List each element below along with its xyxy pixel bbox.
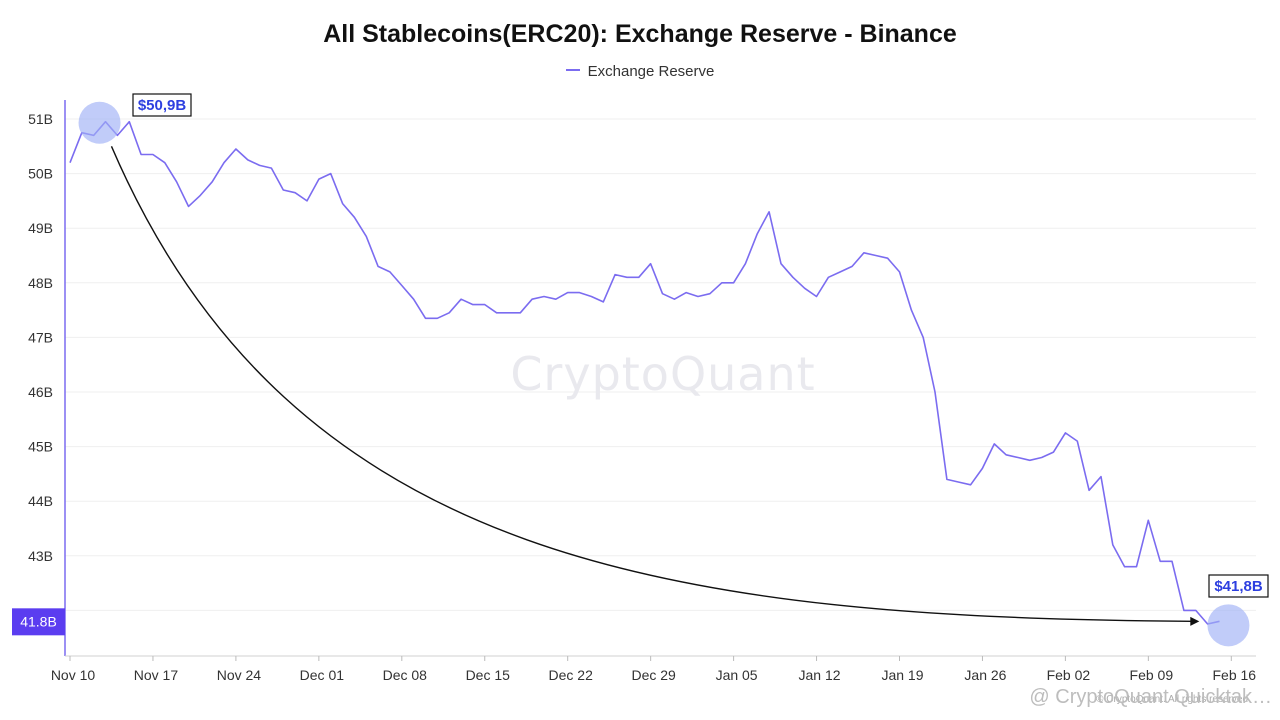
x-tick-label: Jan 19 (881, 667, 923, 683)
x-tick-label: Dec 08 (383, 667, 428, 683)
annotation-arrow (110, 146, 1200, 626)
x-tick-label: Dec 15 (466, 667, 511, 683)
arrow-head (1190, 616, 1200, 626)
x-tick-label: Dec 22 (549, 667, 594, 683)
callout-label: $50,9B (138, 97, 187, 114)
current-value-box (12, 608, 65, 636)
x-tick-label: Nov 24 (217, 667, 262, 683)
x-tick-label: Feb 09 (1130, 667, 1174, 683)
callout-box (1208, 574, 1269, 598)
highlight-circle (78, 101, 121, 144)
legend[interactable]: Exchange Reserve (0, 63, 1280, 80)
callouts: $50,9B $41,8B (78, 93, 1269, 647)
x-tick-label: Dec 01 (300, 667, 345, 683)
copyright-text: © CryptoQuant. All rights reserved (1096, 694, 1248, 705)
current-value-label: 41.8B (20, 613, 57, 629)
gridlines (65, 118, 1256, 611)
series-line-exchange-reserve (69, 120, 1220, 625)
x-tick-label: Jan 26 (964, 667, 1006, 683)
y-tick-label: 48B (28, 275, 53, 291)
arrow-curve (110, 146, 1192, 623)
footer-handle: @ CryptoQuant Quicktak… (1029, 686, 1272, 708)
watermark: CryptoQuant (510, 347, 815, 401)
x-tick-label: Nov 17 (134, 667, 179, 683)
current-value-tag: 41.8B (12, 608, 65, 636)
y-tick-label: 49B (28, 220, 53, 236)
y-tick-label: 44B (28, 493, 53, 509)
legend-label: Exchange Reserve (587, 63, 715, 80)
chart-title: All Stablecoins(ERC20): Exchange Reserve… (323, 20, 957, 48)
x-tick-label: Nov 10 (51, 667, 96, 683)
y-tick-label: 45B (28, 439, 53, 455)
callout-label: $41,8B (1214, 578, 1263, 595)
series-layer (69, 120, 1220, 625)
y-axis: 43B 44B 45B 46B 47B 48B 49B 50B 51B (28, 100, 66, 656)
x-tick-label: Dec 29 (631, 667, 676, 683)
y-tick-label: 50B (28, 166, 53, 182)
x-tick-label: Feb 16 (1213, 667, 1257, 683)
highlight-circle (1207, 604, 1250, 647)
x-tick-label: Jan 05 (716, 667, 758, 683)
footer: © CryptoQuant. All rights reserved @ Cry… (1029, 686, 1272, 708)
y-tick-label: 51B (28, 111, 53, 127)
callout-box (132, 93, 192, 117)
legend-swatch (565, 69, 580, 72)
y-tick-label: 47B (28, 329, 53, 345)
y-tick-label: 43B (28, 548, 53, 564)
y-tick-label: 46B (28, 384, 53, 400)
x-tick-label: Jan 12 (799, 667, 841, 683)
x-axis: Nov 10 Nov 17 Nov 24 Dec 01 Dec 08 Dec 15 Dec … (51, 655, 1257, 683)
x-tick-label: Feb 02 (1047, 667, 1091, 683)
